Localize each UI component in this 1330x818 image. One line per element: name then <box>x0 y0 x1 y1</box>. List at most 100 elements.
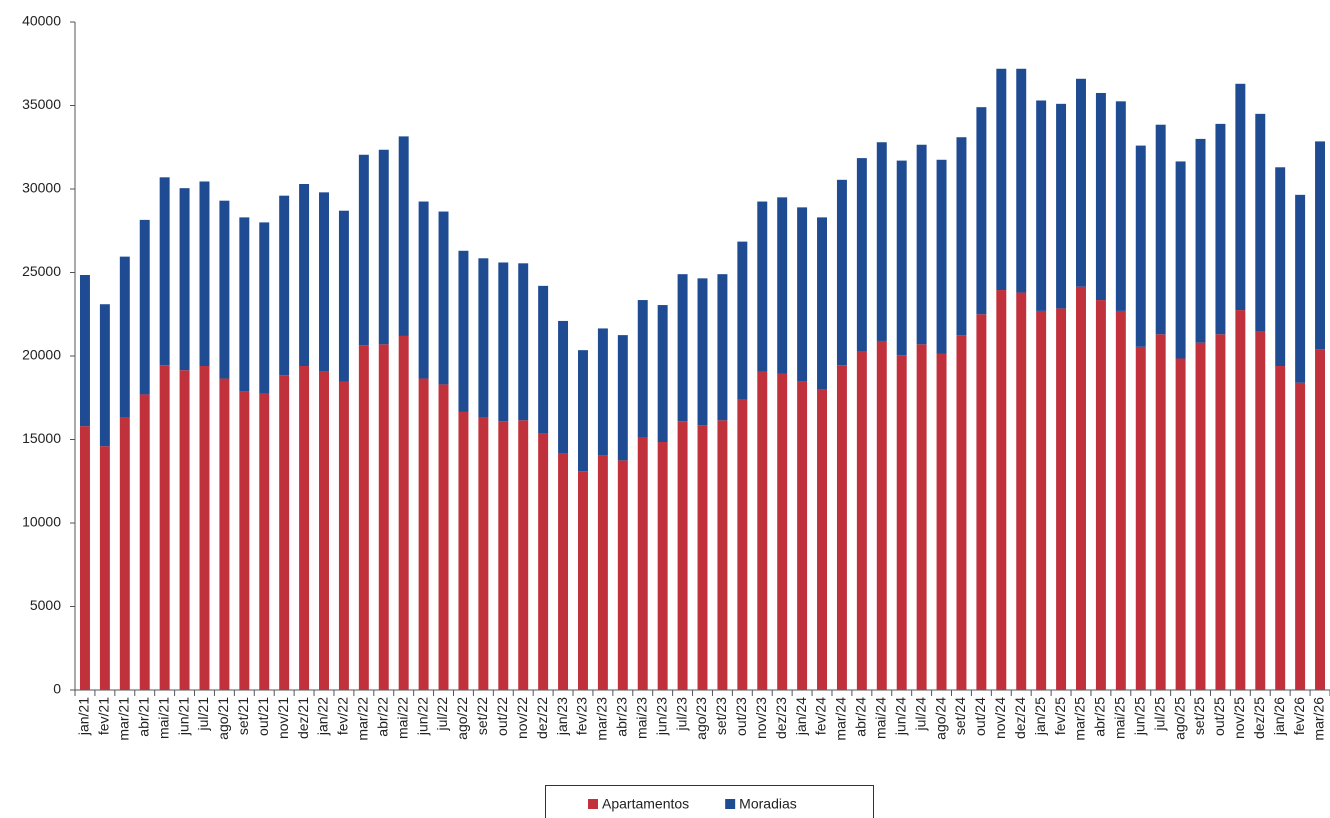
x-tick-label: jun/25 <box>1131 697 1147 736</box>
bar-segment <box>558 320 569 454</box>
x-tick-label: mar/26 <box>1311 697 1327 741</box>
bar-segment <box>259 393 270 690</box>
x-tick-label: ago/22 <box>454 697 470 740</box>
bar-segment <box>558 453 569 690</box>
bar-segment <box>976 107 987 315</box>
x-tick-label: mai/24 <box>872 697 888 739</box>
x-tick-label: out/23 <box>733 697 749 736</box>
x-tick-label: fev/23 <box>574 697 590 735</box>
bar-segment <box>1275 366 1286 690</box>
x-tick-label: abr/22 <box>374 697 390 737</box>
x-tick-label: jun/24 <box>892 697 908 736</box>
bar-segment <box>1155 334 1166 690</box>
bar-segment <box>498 421 509 690</box>
bar-segment <box>1135 346 1146 690</box>
bar-segment <box>279 375 290 690</box>
bar-segment <box>1235 310 1246 690</box>
x-tick-label: out/22 <box>494 697 510 736</box>
bar-segment <box>478 258 489 418</box>
legend-box <box>545 785 874 818</box>
bar-segment <box>1076 286 1086 690</box>
bar-segment <box>976 314 987 690</box>
bar-segment <box>518 263 529 421</box>
x-tick-label: jun/23 <box>653 697 669 736</box>
bar-segment <box>1275 167 1286 367</box>
bar-segment <box>199 366 210 690</box>
bar-segment <box>1215 123 1226 335</box>
bar-segment <box>996 290 1007 690</box>
x-tick-label: mai/22 <box>394 697 410 739</box>
bar-segment <box>876 340 887 690</box>
bar-segment <box>1175 358 1186 690</box>
bar-segment <box>856 158 867 351</box>
bar-segment <box>199 181 210 367</box>
x-tick-label: ago/21 <box>215 697 231 740</box>
bar-segment <box>538 433 549 690</box>
bar-segment <box>1095 300 1106 690</box>
x-tick-label: jan/22 <box>315 697 331 736</box>
y-tick-label: 40000 <box>22 13 61 29</box>
bar-segment <box>637 437 648 690</box>
bar-segment <box>777 197 788 374</box>
bar-segment <box>358 154 369 346</box>
bar-segment <box>119 417 130 690</box>
bar-segment <box>936 353 947 690</box>
bar-segment <box>757 201 768 372</box>
bar-segment <box>737 241 748 400</box>
x-tick-label: ago/24 <box>932 697 948 740</box>
x-tick-label: out/25 <box>1211 697 1227 736</box>
bar-segment <box>1195 342 1206 690</box>
bar-segment <box>1036 310 1047 690</box>
x-tick-label: jan/23 <box>554 697 570 736</box>
bar-segment <box>478 417 489 690</box>
bar-segment <box>378 344 389 690</box>
bar-segment <box>438 384 449 690</box>
bar-segment <box>956 137 967 336</box>
bar-segment <box>1095 92 1106 301</box>
bar-segment <box>1315 349 1326 690</box>
bar-segment <box>876 142 887 341</box>
bar-segment <box>577 350 588 472</box>
bar-segment <box>697 278 708 426</box>
x-tick-label: fev/21 <box>96 697 112 735</box>
x-tick-label: fev/25 <box>1052 697 1068 735</box>
bar-segment <box>139 219 150 395</box>
x-tick-label: mai/21 <box>155 697 171 739</box>
y-tick-label: 30000 <box>22 180 61 196</box>
bar-segment <box>1016 292 1027 690</box>
x-tick-label: set/23 <box>713 697 729 735</box>
bar-segment <box>697 425 708 690</box>
bar-segment <box>319 192 329 372</box>
bar-segment <box>239 391 250 690</box>
bar-segment <box>179 370 190 690</box>
bar-segment <box>617 460 628 690</box>
x-tick-label: jan/21 <box>76 697 92 736</box>
x-tick-label: ago/25 <box>1171 697 1187 740</box>
bar-segment <box>797 207 808 382</box>
bar-segment <box>279 195 290 376</box>
x-tick-label: mai/25 <box>1112 697 1128 739</box>
bar-segment <box>458 411 469 690</box>
x-tick-label: mar/23 <box>594 697 610 741</box>
bar-segment <box>378 149 389 345</box>
bar-segment <box>617 335 628 461</box>
x-tick-label: jul/24 <box>912 697 928 732</box>
x-tick-label: mar/24 <box>833 697 849 741</box>
x-tick-label: set/24 <box>952 697 968 735</box>
bar-segment <box>717 420 728 690</box>
bar-segment <box>1016 68 1027 293</box>
bar-segment <box>438 211 449 385</box>
bar-segment <box>757 371 768 690</box>
x-tick-label: mar/21 <box>116 697 132 741</box>
bar-segment <box>856 350 867 690</box>
bar-segment <box>179 188 190 371</box>
x-tick-label: dez/21 <box>295 697 311 739</box>
bar-segment <box>737 399 748 690</box>
legend-swatch <box>588 799 598 809</box>
x-tick-label: fev/26 <box>1291 697 1307 735</box>
bar-segment <box>79 275 90 427</box>
bar-segment <box>1155 124 1166 335</box>
bar-segment <box>1135 145 1146 347</box>
bar-segment <box>1115 310 1126 690</box>
